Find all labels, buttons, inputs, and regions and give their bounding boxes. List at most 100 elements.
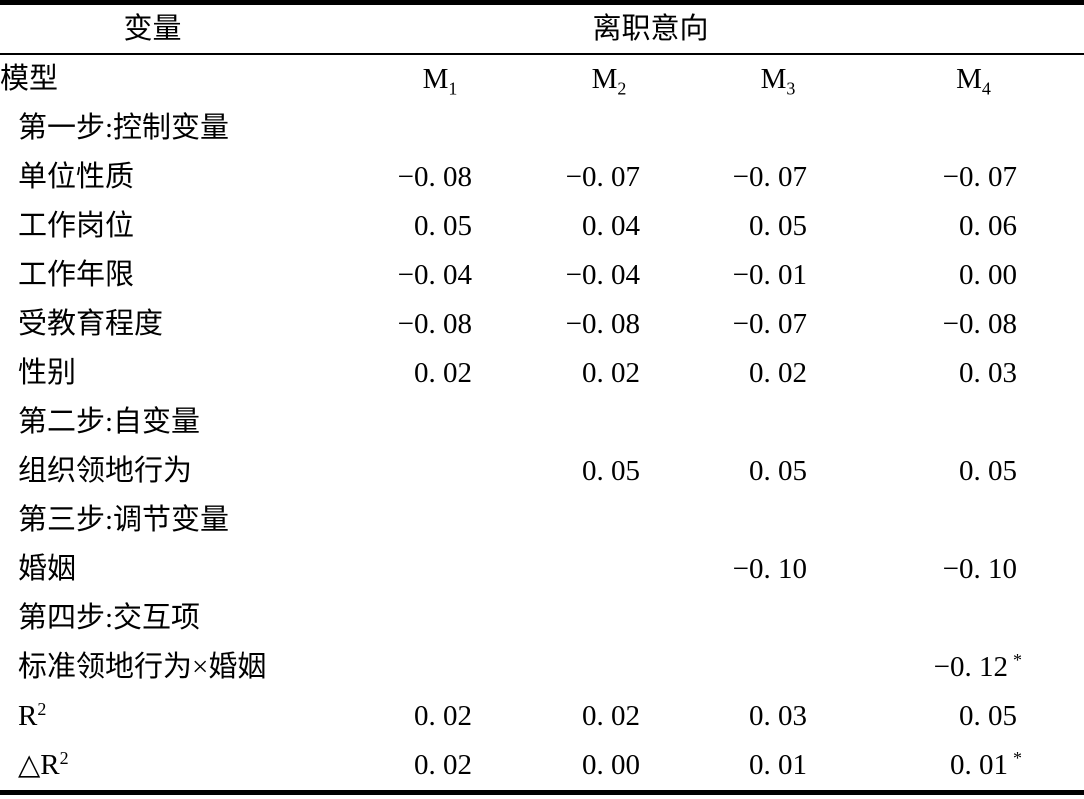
cell-m1	[355, 398, 525, 447]
row-label-text: R	[18, 700, 38, 732]
cell-value: −0. 01	[732, 259, 807, 291]
cell-value: −0. 10	[732, 553, 807, 585]
cell-m2	[525, 398, 693, 447]
cell-m1: −0. 08	[355, 153, 525, 202]
cell-m1	[355, 594, 525, 643]
row-label: R2	[0, 692, 355, 741]
cell-m3	[693, 496, 863, 545]
cell-value: 0. 03	[749, 700, 807, 732]
row-label: 第二步:自变量	[0, 398, 355, 447]
cell-m2	[525, 545, 693, 594]
table-body: 第一步:控制变量 单位性质 −0. 08 −0. 07 −0. 07 −0. 0…	[0, 104, 1084, 793]
cell-value: 0. 01	[950, 749, 1009, 781]
row-label: 婚姻	[0, 545, 355, 594]
cell-m2: 0. 00	[525, 741, 693, 793]
cell-m4: 0. 05	[863, 692, 1084, 741]
row-label-text: 第三步:调节变量	[18, 504, 230, 536]
cell-value: −0. 08	[565, 308, 640, 340]
model-header-row: 模型 M1 M2 M3 M4	[0, 54, 1084, 104]
cell-m4: −0. 12 *	[863, 643, 1084, 692]
cell-m1: 0. 02	[355, 349, 525, 398]
significance-mark: *	[1013, 650, 1023, 671]
cell-m4: 0. 03	[863, 349, 1084, 398]
cell-value: 0. 02	[414, 749, 472, 781]
table-row: 第四步:交互项	[0, 594, 1084, 643]
row-label: 受教育程度	[0, 300, 355, 349]
cell-value: 0. 03	[959, 357, 1018, 389]
cell-m3: −0. 07	[693, 300, 863, 349]
row-label: 第一步:控制变量	[0, 104, 355, 153]
variable-column-header: 变量	[0, 2, 355, 55]
row-label: 组织领地行为	[0, 447, 355, 496]
cell-value: −0. 08	[397, 161, 472, 193]
cell-value: −0. 04	[565, 259, 640, 291]
table-header-row: 变量 离职意向	[0, 2, 1084, 55]
cell-m4	[863, 104, 1084, 153]
table-row: 性别 0. 02 0. 02 0. 02 0. 03	[0, 349, 1084, 398]
table-row: 工作年限 −0. 04 −0. 04 −0. 01 0. 00	[0, 251, 1084, 300]
row-label: 工作年限	[0, 251, 355, 300]
cell-m2: −0. 07	[525, 153, 693, 202]
cell-m3	[693, 594, 863, 643]
cell-m3: −0. 07	[693, 153, 863, 202]
model-subscript: 4	[981, 78, 991, 99]
cell-m1: 0. 02	[355, 692, 525, 741]
model-subscript: 2	[617, 78, 627, 99]
cell-m4: 0. 05	[863, 447, 1084, 496]
cell-value: 0. 02	[582, 700, 640, 732]
cell-m3	[693, 104, 863, 153]
table-row: 标准领地行为×婚姻 −0. 12 *	[0, 643, 1084, 692]
cell-value: 0. 04	[582, 210, 640, 242]
cell-m1: 0. 05	[355, 202, 525, 251]
row-label: 第四步:交互项	[0, 594, 355, 643]
cell-m3: −0. 10	[693, 545, 863, 594]
cell-m2	[525, 594, 693, 643]
table-row: 婚姻 −0. 10 −0. 10	[0, 545, 1084, 594]
row-label: 标准领地行为×婚姻	[0, 643, 355, 692]
cell-m2	[525, 643, 693, 692]
cell-m1: 0. 02	[355, 741, 525, 793]
cell-m1	[355, 496, 525, 545]
table-row: 工作岗位 0. 05 0. 04 0. 05 0. 06	[0, 202, 1084, 251]
cell-m2: −0. 04	[525, 251, 693, 300]
cell-value: −0. 08	[397, 308, 472, 340]
model-name: M	[956, 63, 982, 95]
table-row: R2 0. 02 0. 02 0. 03 0. 05	[0, 692, 1084, 741]
cell-value: 0. 05	[959, 455, 1018, 487]
row-label: 性别	[0, 349, 355, 398]
row-label-text: 第四步:交互项	[18, 602, 201, 634]
cell-value: 0. 00	[959, 259, 1018, 291]
cell-m2: −0. 08	[525, 300, 693, 349]
cell-m3: 0. 05	[693, 202, 863, 251]
model-header-m2: M2	[525, 54, 693, 104]
row-label: △R2	[0, 741, 355, 793]
model-name: M	[591, 63, 618, 95]
cell-value: 0. 02	[749, 357, 807, 389]
cell-value: 0. 05	[749, 210, 807, 242]
cell-m3: 0. 03	[693, 692, 863, 741]
cell-m3: 0. 01	[693, 741, 863, 793]
cell-value: −0. 04	[397, 259, 472, 291]
cell-m4	[863, 496, 1084, 545]
cell-m1	[355, 447, 525, 496]
cell-m3: 0. 02	[693, 349, 863, 398]
table-row: 第二步:自变量	[0, 398, 1084, 447]
table-row: 第一步:控制变量	[0, 104, 1084, 153]
cell-m3: −0. 01	[693, 251, 863, 300]
row-label-text: 第一步:控制变量	[18, 112, 230, 144]
table-row: 受教育程度 −0. 08 −0. 08 −0. 07 −0. 08	[0, 300, 1084, 349]
cell-m4: −0. 07	[863, 153, 1084, 202]
model-row-label: 模型	[0, 63, 59, 95]
cell-m1	[355, 104, 525, 153]
cell-m3	[693, 643, 863, 692]
row-label: 工作岗位	[0, 202, 355, 251]
row-label-text: △R	[18, 749, 60, 781]
row-label-text: 性别	[18, 357, 77, 389]
cell-value: 0. 02	[414, 700, 472, 732]
row-label-text: 工作年限	[18, 259, 135, 291]
table-row: 第三步:调节变量	[0, 496, 1084, 545]
cell-m2: 0. 02	[525, 349, 693, 398]
cell-m4: −0. 10	[863, 545, 1084, 594]
